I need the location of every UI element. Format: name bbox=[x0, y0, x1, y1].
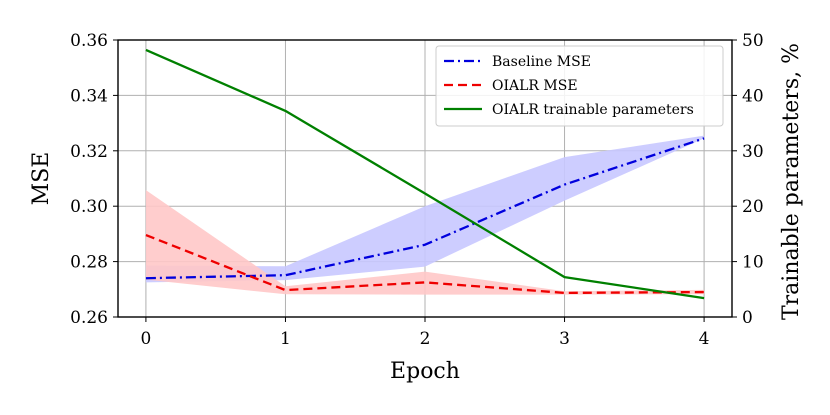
y2-tick-label: 10 bbox=[742, 253, 764, 273]
y-tick-label: 0.34 bbox=[70, 86, 108, 106]
line-series-0 bbox=[145, 137, 705, 280]
x-tick-label: 2 bbox=[420, 329, 431, 349]
y-tick-label: 0.36 bbox=[70, 31, 108, 51]
y-axis-label: MSE bbox=[29, 152, 54, 206]
y2-tick-label: 20 bbox=[742, 197, 764, 217]
series-lines bbox=[145, 48, 705, 300]
y-tick-label: 0.30 bbox=[70, 197, 108, 217]
legend-box bbox=[435, 45, 724, 127]
y2-tick-label: 50 bbox=[742, 31, 764, 51]
y2-tick-label: 30 bbox=[742, 142, 764, 162]
band-series-1 bbox=[145, 190, 705, 295]
x-axis-label: Epoch bbox=[390, 359, 460, 384]
x-tick-label: 4 bbox=[699, 329, 710, 349]
y-tick-label: 0.32 bbox=[70, 142, 108, 162]
line-series-2 bbox=[145, 48, 705, 300]
confidence-bands bbox=[145, 135, 705, 295]
y2-tick-label: 0 bbox=[742, 308, 753, 328]
y2-axis-label: Trainable parameters, % bbox=[779, 43, 804, 320]
line-series-1 bbox=[145, 233, 705, 295]
x-tick-label: 3 bbox=[559, 329, 570, 349]
legend: Baseline MSE OIALR MSE OIALR trainable p… bbox=[435, 45, 724, 127]
y2-tick-label: 40 bbox=[742, 86, 764, 106]
band-series-0 bbox=[145, 135, 705, 283]
axis-ticks: 0 1 2 3 4 0.26 0.28 0.30 0.32 0.34 0.36 0 10 20 30 40 50 bbox=[70, 31, 764, 349]
legend-label-oialr: OIALR MSE bbox=[492, 78, 578, 94]
y-tick-label: 0.26 bbox=[70, 308, 108, 328]
x-tick-label: 0 bbox=[140, 329, 151, 349]
x-tick-label: 1 bbox=[280, 329, 291, 349]
legend-label-trainable: OIALR trainable parameters bbox=[492, 102, 694, 118]
legend-label-baseline: Baseline MSE bbox=[492, 54, 591, 70]
y-tick-label: 0.28 bbox=[70, 253, 108, 273]
